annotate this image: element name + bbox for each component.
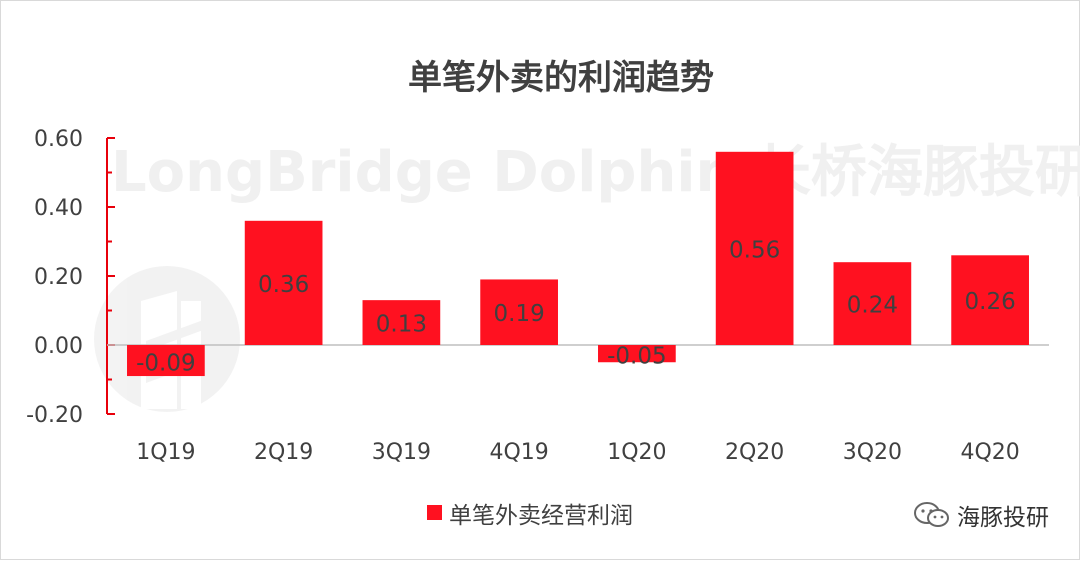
y-tick-label: 0.00 [34,334,83,359]
data-label: 0.56 [729,237,780,263]
bar [480,279,558,345]
x-tick-label: 2Q19 [254,440,313,465]
data-labels: -0.09 0.36 0.13 0.19 -0.05 0.56 0.24 0.26 [136,237,1016,376]
data-label: 0.19 [494,301,545,327]
legend-label: 单笔外卖经营利润 [449,503,633,529]
bar [951,255,1029,345]
bar [127,345,205,377]
y-tick-label: 0.20 [34,265,83,290]
x-tick-label: 1Q20 [607,440,666,465]
data-label: 0.36 [258,272,309,298]
data-label: 0.24 [847,293,898,319]
x-tick-label: 3Q19 [372,440,431,465]
bar [833,262,912,345]
watermark-logo-icon [94,266,240,412]
y-tick-label: 0.40 [34,196,83,221]
x-tick-label: 3Q20 [843,440,902,465]
bar [715,151,794,345]
data-label: -0.09 [136,351,196,377]
x-tick-label: 4Q20 [960,440,1019,465]
footer-brand-text: 海豚投研 [957,505,1049,531]
bar [598,345,676,363]
chart-title: 单笔外卖的利润趋势 [408,58,714,98]
x-axis-ticks: 1Q19 2Q19 3Q19 4Q19 1Q20 2Q20 3Q20 4Q20 [136,440,1020,465]
x-tick-label: 2Q20 [725,440,784,465]
bars [127,151,1029,377]
bar [244,220,323,345]
x-tick-label: 4Q19 [489,440,548,465]
y-tick-label: -0.20 [26,403,83,428]
legend: 单笔外卖经营利润 [427,503,633,529]
wechat-icon [914,502,949,527]
bar [362,300,441,345]
data-label: 0.13 [376,312,427,338]
legend-swatch [427,505,442,520]
y-tick-label: 0.60 [34,127,83,152]
x-tick-label: 1Q19 [136,440,195,465]
watermark-text: LongBridge Dolphin 长桥海豚投研 [111,140,1080,205]
y-axis: 0.60 0.40 0.20 0.00 -0.20 [26,127,115,428]
footer-brand: 海豚投研 [913,498,1049,532]
data-label: -0.05 [607,344,667,370]
data-label: 0.26 [965,289,1016,315]
